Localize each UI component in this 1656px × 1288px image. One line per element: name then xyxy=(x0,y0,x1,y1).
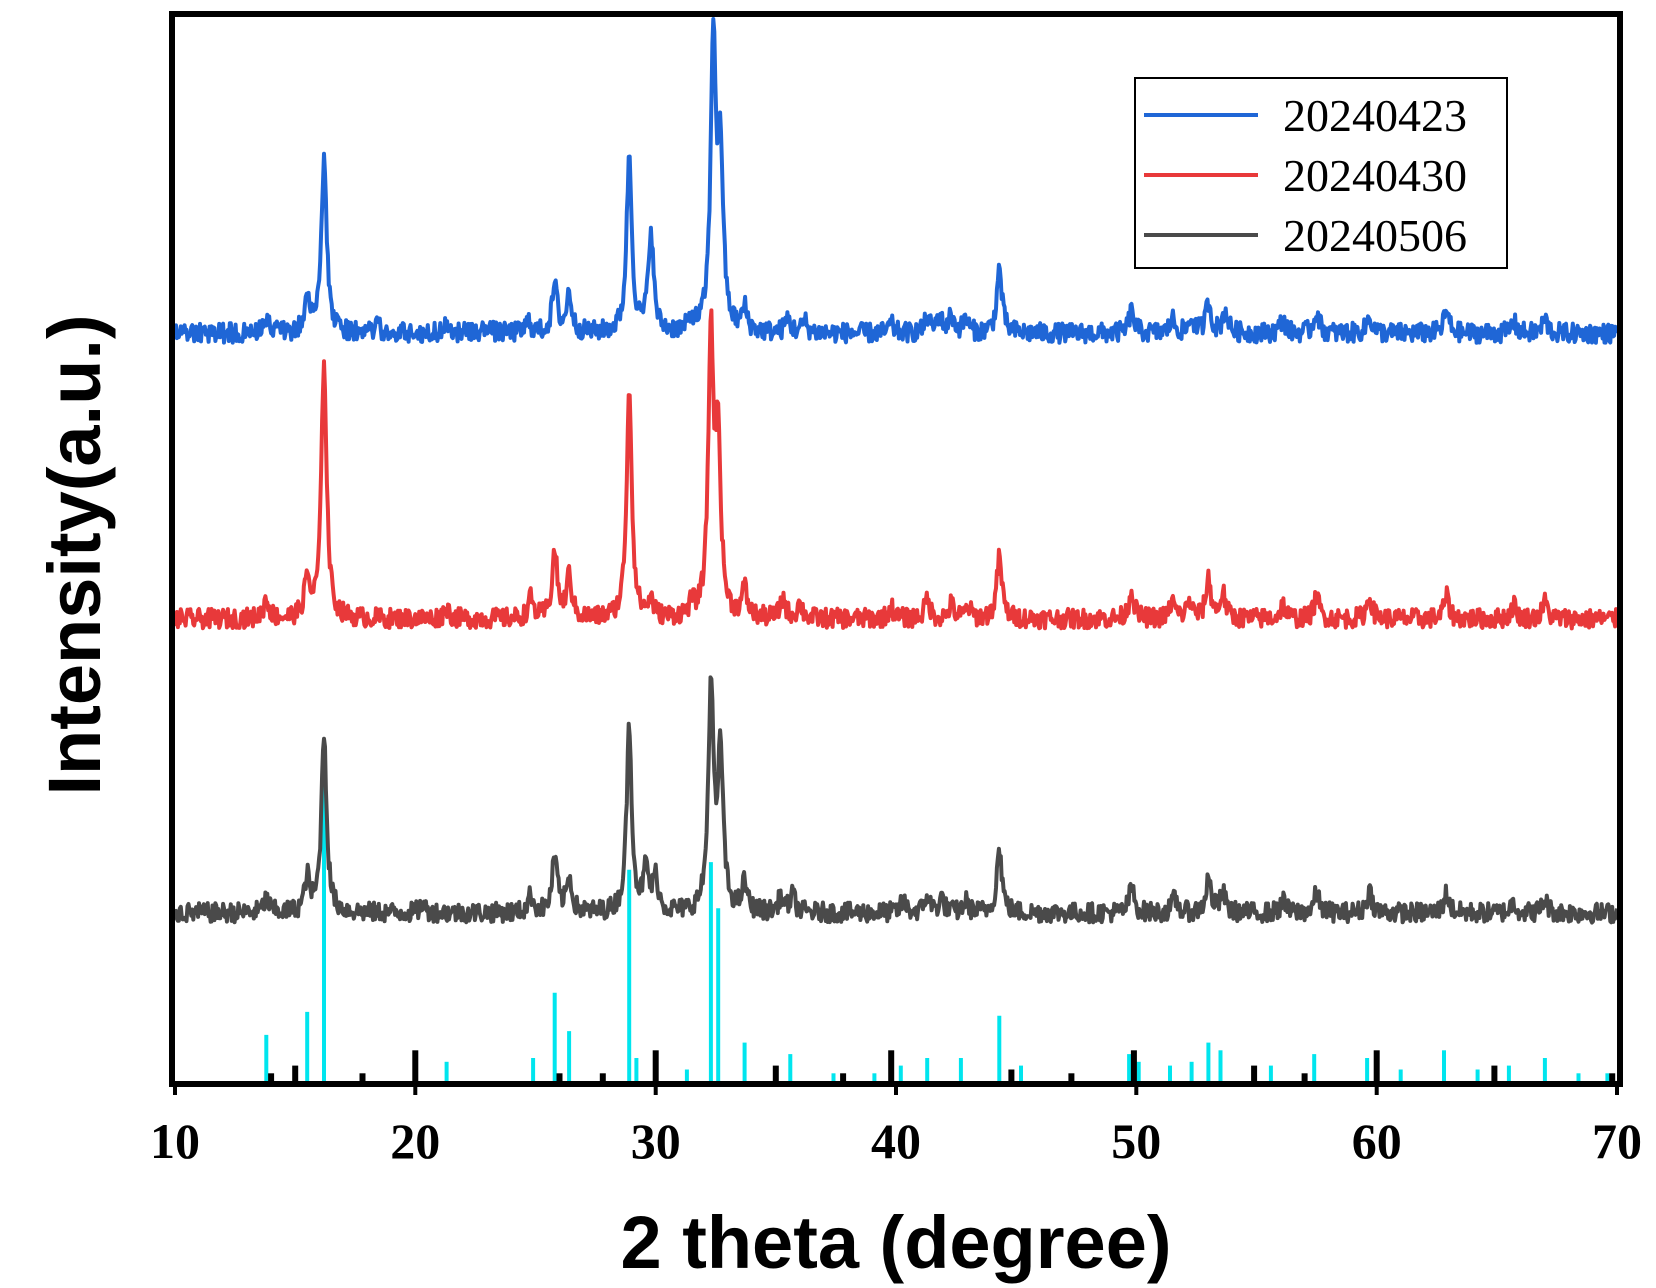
series-line xyxy=(173,675,1619,925)
series-line xyxy=(173,308,1619,631)
x-axis-ticks: 10 20 30 40 50 60 70 xyxy=(150,1081,1642,1169)
x-tick-label: 50 xyxy=(1111,1113,1161,1169)
x-tick-label: 40 xyxy=(871,1113,921,1169)
x-axis-title: 2 theta (degree) xyxy=(620,1201,1171,1284)
legend-label: 20240430 xyxy=(1283,150,1467,201)
legend-label: 20240423 xyxy=(1283,90,1467,141)
series-lines xyxy=(173,17,1619,925)
reference-sticks xyxy=(264,781,1616,1081)
legend: 20240423 20240430 20240506 xyxy=(1134,77,1508,269)
x-tick-label: 30 xyxy=(631,1113,681,1169)
legend-label: 20240506 xyxy=(1283,210,1467,261)
x-tick-label: 10 xyxy=(150,1113,200,1169)
series-line xyxy=(173,17,1619,345)
x-tick-label: 60 xyxy=(1352,1113,1402,1169)
y-axis-title: Intensity(a.u.) xyxy=(33,314,116,795)
x-tick-label: 70 xyxy=(1592,1113,1642,1169)
x-tick-label: 20 xyxy=(390,1113,440,1169)
